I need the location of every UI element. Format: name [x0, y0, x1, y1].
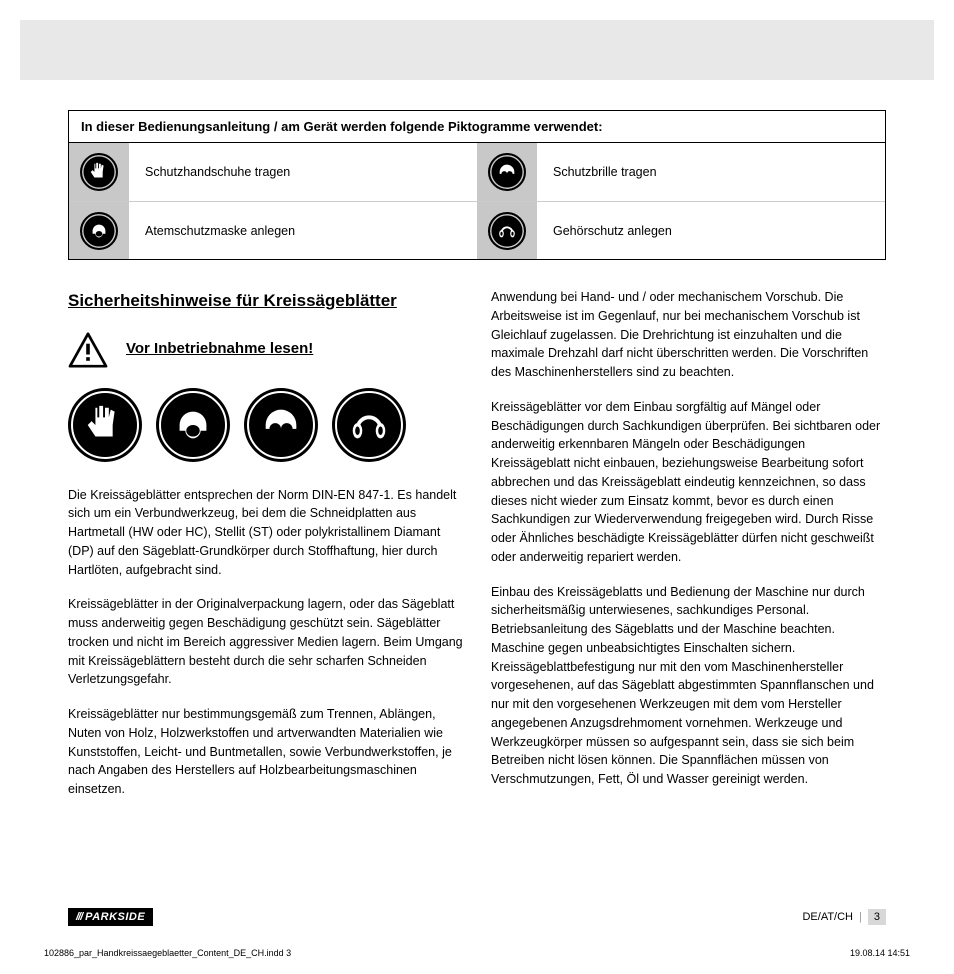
separator: |: [859, 911, 862, 923]
meta-filename: 102886_par_Handkreissaegeblaetter_Conten…: [44, 948, 291, 958]
pictogram-table: In dieser Bedienungsanleitung / am Gerät…: [68, 110, 886, 260]
footer-right: DE/AT/CH | 3: [802, 909, 886, 925]
section-title: Sicherheitshinweise für Kreissägeblätter: [68, 288, 463, 314]
warning-label: Vor Inbetriebnahme lesen!: [126, 338, 313, 361]
page-number: 3: [868, 909, 886, 925]
page-content: In dieser Bedienungsanleitung / am Gerät…: [0, 80, 954, 815]
meta-datetime: 19.08.14 14:51: [850, 948, 910, 958]
safety-icons-row: [68, 388, 463, 462]
brand-logo: ///PARKSIDE: [68, 908, 153, 926]
gloves-icon: [68, 388, 142, 462]
body-text: Kreissägeblätter vor dem Einbau sorgfält…: [491, 398, 886, 567]
print-meta: 102886_par_Handkreissaegeblaetter_Conten…: [44, 948, 910, 958]
left-column: Sicherheitshinweise für Kreissägeblätter…: [68, 260, 463, 815]
gloves-icon: [69, 143, 129, 201]
mask-label: Atemschutzmaske anlegen: [129, 201, 477, 259]
gloves-label: Schutzhandschuhe tragen: [129, 143, 477, 201]
mask-icon: [69, 201, 129, 259]
earmuffs-label: Gehörschutz anlegen: [537, 201, 885, 259]
earmuffs-icon: [477, 201, 537, 259]
goggles-icon: [477, 143, 537, 201]
body-text: Anwendung bei Hand- und / oder mechanisc…: [491, 288, 886, 382]
pictogram-table-header: In dieser Bedienungsanleitung / am Gerät…: [69, 111, 886, 143]
mask-icon: [156, 388, 230, 462]
header-gray-bar: [20, 20, 934, 80]
lang-label: DE/AT/CH: [802, 911, 853, 923]
page-footer: ///PARKSIDE DE/AT/CH | 3: [68, 908, 886, 926]
warning-row: Vor Inbetriebnahme lesen!: [68, 332, 463, 368]
goggles-icon: [244, 388, 318, 462]
goggles-label: Schutzbrille tragen: [537, 143, 885, 201]
body-text: Die Kreissägeblätter entsprechen der Nor…: [68, 486, 463, 580]
table-row: Atemschutzmaske anlegen Gehörschutz anle…: [69, 201, 885, 259]
right-column: Anwendung bei Hand- und / oder mechanisc…: [491, 260, 886, 815]
body-text: Einbau des Kreissägeblatts und Bedienung…: [491, 583, 886, 789]
warning-icon: [68, 332, 108, 368]
body-text: Kreissägeblätter in der Originalverpacku…: [68, 595, 463, 689]
body-text: Kreissägeblätter nur bestimmungsgemäß zu…: [68, 705, 463, 799]
table-row: Schutzhandschuhe tragen Schutzbrille tra…: [69, 143, 885, 201]
earmuffs-icon: [332, 388, 406, 462]
